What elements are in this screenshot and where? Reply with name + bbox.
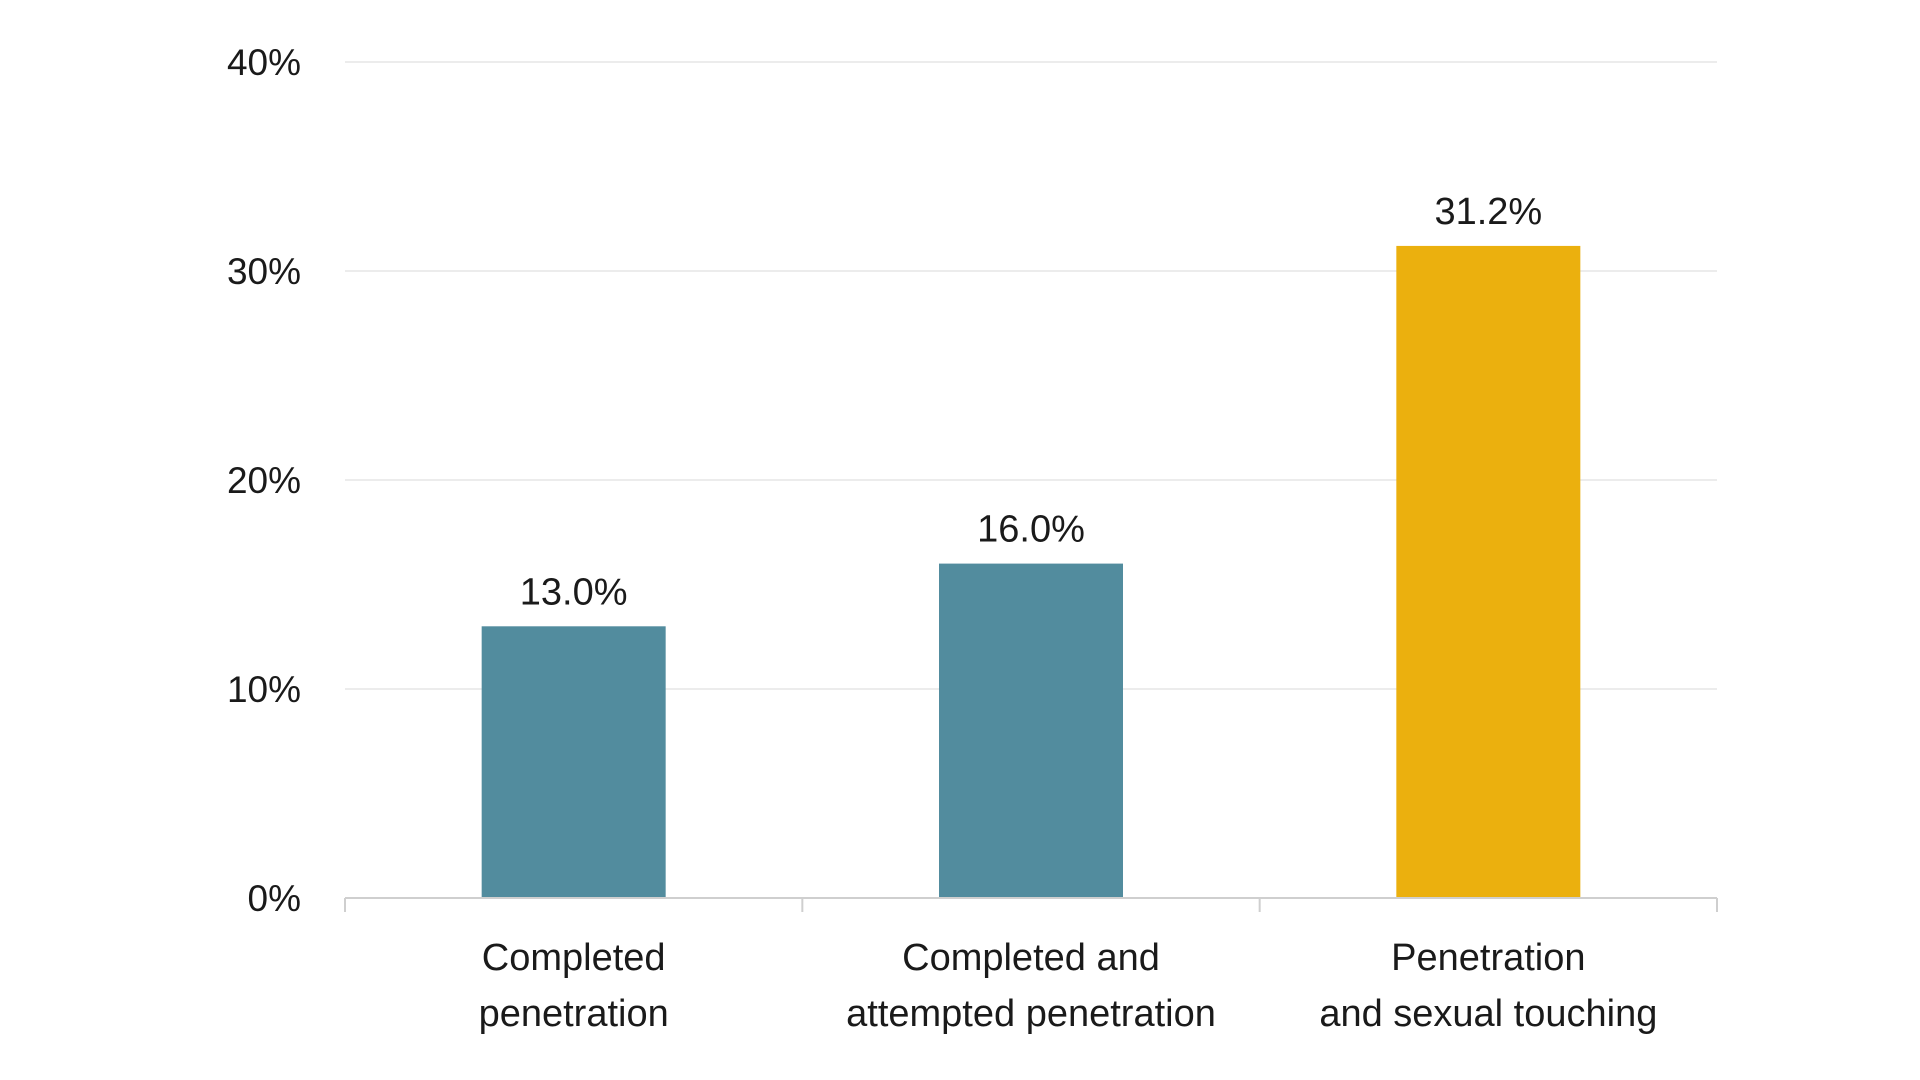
bar xyxy=(939,563,1123,898)
data-label: 16.0% xyxy=(977,509,1085,551)
y-tick-label: 30% xyxy=(227,251,301,292)
data-label: 31.2% xyxy=(1434,191,1542,233)
y-tick-label: 40% xyxy=(227,42,301,83)
bar xyxy=(481,626,666,898)
x-tick-label: Completed and xyxy=(902,937,1160,979)
x-tick-label: penetration xyxy=(479,993,669,1035)
y-tick-label: 20% xyxy=(227,460,301,501)
y-tick-label: 0% xyxy=(248,878,301,919)
x-tick-label: attempted penetration xyxy=(846,993,1216,1035)
y-tick-label: 10% xyxy=(227,669,301,710)
x-tick-label: Completed xyxy=(482,937,666,979)
x-tick-label: Penetration xyxy=(1391,937,1585,979)
x-tick-label: and sexual touching xyxy=(1319,993,1657,1035)
bar xyxy=(1396,245,1581,899)
data-label: 13.0% xyxy=(520,571,628,613)
